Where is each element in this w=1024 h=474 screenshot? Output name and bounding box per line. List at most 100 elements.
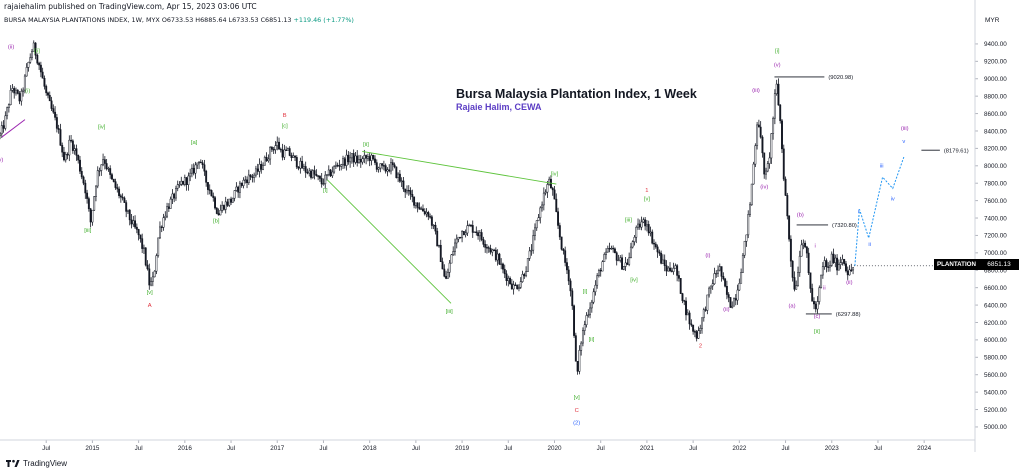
- candle-body: [617, 259, 620, 262]
- x-tick-label: Jul: [42, 445, 50, 452]
- candle-body: [238, 182, 241, 193]
- candle-body: [718, 266, 721, 271]
- candle-body: [0, 133, 1, 136]
- candle-body: [468, 224, 471, 227]
- y-tick-label: 5600.00: [984, 372, 1007, 379]
- candle-body: [308, 170, 311, 174]
- candle-body: [587, 314, 590, 316]
- candle-body: [502, 263, 504, 270]
- candle-body: [827, 266, 830, 268]
- candle-body: [59, 129, 62, 146]
- wave-label: (iii): [752, 88, 760, 94]
- candle-body: [36, 54, 39, 64]
- y-tick-label: 8800.00: [984, 93, 1007, 100]
- candle-body: [55, 117, 58, 129]
- publisher-line: rajaiehalim published on TradingView.com…: [4, 2, 257, 11]
- candle-body: [102, 159, 105, 166]
- candle-body: [278, 141, 280, 150]
- candle-body: [288, 148, 291, 156]
- candle-body: [814, 303, 817, 310]
- wave-label: (b): [797, 212, 804, 218]
- candle-body: [837, 264, 840, 271]
- wave-label: (a): [788, 304, 795, 310]
- price-level-label: (8179.61): [944, 148, 969, 154]
- wave-label: (c): [814, 314, 821, 320]
- candle-body: [146, 264, 149, 270]
- footer[interactable]: TradingView: [6, 459, 67, 468]
- candle-body: [683, 300, 686, 302]
- candle-body: [711, 283, 714, 287]
- candle-body: [802, 242, 805, 246]
- candle-body: [731, 305, 734, 308]
- candle-body: [491, 249, 494, 253]
- candle-body: [713, 273, 716, 285]
- x-tick-label: 2018: [363, 445, 378, 452]
- candle-body: [565, 262, 568, 271]
- candle-body: [317, 175, 320, 177]
- candle-body: [29, 57, 32, 63]
- candle-body: [34, 42, 37, 56]
- y-tick-label: 5800.00: [984, 355, 1007, 362]
- candle-body: [190, 167, 193, 174]
- candle-body: [150, 281, 153, 286]
- candle-body: [267, 158, 270, 162]
- wave-label: [iv]: [98, 124, 106, 130]
- x-tick-label: Jul: [227, 445, 235, 452]
- candle-body: [679, 278, 682, 294]
- candle-body: [256, 168, 259, 172]
- candle-body: [477, 232, 480, 237]
- candle-body: [135, 226, 138, 230]
- wave-label: [ii]: [814, 329, 820, 335]
- candle-body: [583, 324, 586, 331]
- candle-body: [363, 155, 366, 159]
- candle-body: [852, 267, 855, 271]
- candle-body: [505, 273, 508, 282]
- candle-body: [571, 290, 574, 307]
- candle-body: [436, 230, 439, 247]
- candle-body: [654, 243, 657, 248]
- candle-body: [350, 153, 353, 159]
- candle-body: [740, 272, 743, 284]
- candle-body: [230, 198, 232, 203]
- candle-body: [299, 160, 302, 169]
- y-tick-label: 7000.00: [984, 250, 1007, 257]
- candle-body: [358, 159, 360, 163]
- candle-body: [638, 223, 641, 228]
- y-tick-label: 8000.00: [984, 163, 1007, 170]
- wave-label: v): [0, 157, 3, 163]
- candle-body: [804, 242, 807, 248]
- candle-body: [516, 285, 519, 289]
- candle-body: [221, 205, 224, 211]
- chart-author: Rajaie Halim, CEWA: [456, 102, 542, 112]
- candle-body: [366, 156, 369, 159]
- x-tick-label: 2022: [732, 445, 747, 452]
- candle-body: [68, 139, 71, 156]
- candle-body: [262, 164, 264, 170]
- candle-body: [846, 270, 849, 276]
- candle-body: [134, 220, 137, 228]
- candle-body: [38, 62, 41, 66]
- candle-body: [825, 260, 828, 268]
- candle-body: [674, 265, 677, 269]
- candle-body: [9, 90, 12, 105]
- candle-body: [381, 163, 384, 166]
- chart-title-box: Bursa Malaysia Plantation Index, 1 Week …: [456, 87, 697, 112]
- candle-body: [800, 244, 803, 257]
- candle-body: [356, 155, 359, 163]
- candle-body: [610, 247, 613, 250]
- candle-body: [160, 226, 163, 229]
- candle-body: [836, 257, 839, 271]
- candle-body: [329, 169, 332, 177]
- wave-label: [ii]: [34, 49, 40, 55]
- candle-body: [187, 175, 190, 185]
- candle-body: [717, 269, 719, 274]
- candle-body: [553, 189, 556, 200]
- candle-body: [518, 287, 520, 289]
- candle-body: [173, 193, 176, 199]
- candle-body: [422, 208, 424, 212]
- candle-body: [606, 248, 609, 253]
- candle-body: [750, 183, 753, 206]
- candle-body: [478, 232, 481, 237]
- candle-body: [544, 191, 547, 194]
